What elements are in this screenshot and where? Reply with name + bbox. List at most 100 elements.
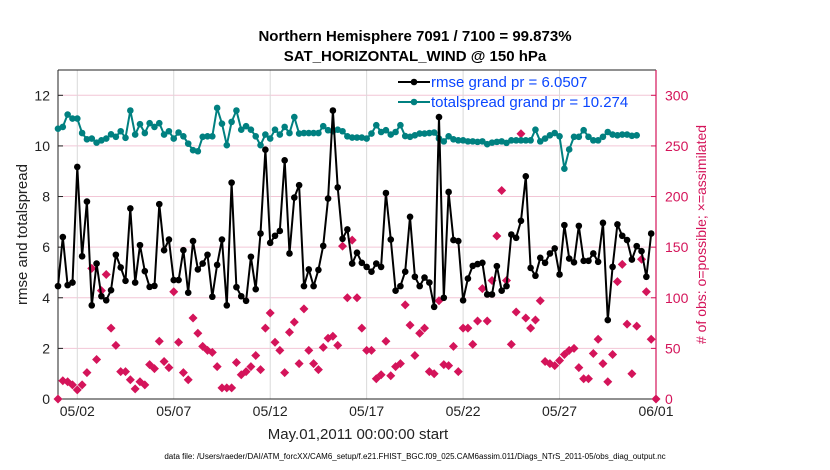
totalspread-point xyxy=(165,127,173,135)
obs-marker xyxy=(149,364,159,374)
x-tick-label: 06/01 xyxy=(638,403,673,419)
rmse-point xyxy=(498,287,505,294)
obs-marker xyxy=(362,345,372,355)
totalspread-point xyxy=(493,138,501,146)
obs-marker xyxy=(280,368,290,378)
rmse-point xyxy=(291,194,298,201)
totalspread-point xyxy=(628,132,636,140)
rmse-point xyxy=(252,285,260,293)
totalspread-point xyxy=(536,138,544,145)
obs-marker xyxy=(395,359,405,369)
obs-marker xyxy=(260,323,270,333)
rmse-point xyxy=(633,242,641,250)
right-y-tick-label: 100 xyxy=(665,290,689,306)
obs-marker xyxy=(429,369,439,379)
obs-marker xyxy=(410,350,420,360)
legend-marker-totalspread xyxy=(410,98,418,106)
rmse-point xyxy=(204,251,211,259)
obs-marker xyxy=(178,368,188,378)
rmse-point xyxy=(397,282,404,290)
rmse-point xyxy=(604,316,612,324)
rmse-point xyxy=(315,266,322,274)
obs-marker xyxy=(289,317,299,327)
obs-marker xyxy=(473,316,483,326)
totalspread-point xyxy=(112,133,120,141)
obs-marker xyxy=(588,348,598,358)
rmse-point xyxy=(551,245,559,252)
rmse-point xyxy=(421,274,428,281)
obs-marker xyxy=(617,259,627,269)
obs-marker xyxy=(603,377,613,387)
y-tick-label: 8 xyxy=(42,189,50,205)
obs-marker xyxy=(101,269,111,279)
rmse-point xyxy=(368,268,375,276)
rmse-point xyxy=(344,226,351,233)
rmse-point xyxy=(638,247,645,255)
obs-marker xyxy=(275,345,285,355)
x-axis-label: May.01,2011 00:00:00 start xyxy=(267,426,449,443)
totalspread-point xyxy=(184,140,192,147)
totalspread-point xyxy=(88,135,96,142)
rmse-point xyxy=(310,282,317,290)
rmse-point xyxy=(339,235,346,243)
obs-marker xyxy=(593,334,603,344)
totalspread-point xyxy=(117,127,124,135)
rmse-point xyxy=(464,275,472,282)
rmse-point xyxy=(266,239,274,247)
rmse-point xyxy=(372,260,380,267)
right-y-tick-label: 300 xyxy=(665,87,689,103)
rmse-point xyxy=(599,219,607,227)
totalspread-point xyxy=(464,138,472,145)
rmse-point xyxy=(102,297,110,304)
obs-marker xyxy=(67,380,77,390)
totalspread-point xyxy=(440,138,448,145)
rmse-point xyxy=(508,231,515,238)
rmse-point xyxy=(151,282,158,290)
totalspread-point xyxy=(397,121,404,129)
obs-marker xyxy=(405,320,415,330)
obs-marker xyxy=(453,367,463,377)
totalspread-point xyxy=(454,137,462,144)
rmse-point xyxy=(392,287,399,294)
obs-marker xyxy=(159,357,169,367)
obs-marker xyxy=(265,308,275,318)
totalspread-point xyxy=(257,141,264,149)
obs-marker xyxy=(569,343,579,353)
rmse-point xyxy=(527,264,534,272)
totalspread-point xyxy=(266,135,274,142)
rmse-point xyxy=(276,227,284,235)
rmse-point xyxy=(117,264,124,271)
totalspread-point xyxy=(392,128,399,136)
x-tick-label: 05/27 xyxy=(542,403,577,419)
obs-marker xyxy=(121,367,131,377)
totalspread-point xyxy=(618,131,626,138)
rmse-point xyxy=(618,232,626,240)
rmse-point xyxy=(382,189,390,197)
obs-marker xyxy=(583,374,593,384)
obs-marker xyxy=(313,365,323,375)
rmse-point xyxy=(435,113,443,121)
obs-marker xyxy=(497,185,507,195)
obs-marker xyxy=(125,375,135,385)
obs-marker xyxy=(217,383,227,393)
rmse-point xyxy=(647,230,655,237)
totalspread-point xyxy=(73,115,81,122)
obs-marker xyxy=(140,380,150,390)
y-tick-label: 4 xyxy=(42,290,50,306)
obs-marker xyxy=(92,355,102,365)
rmse-point xyxy=(512,234,520,242)
obs-marker xyxy=(82,368,92,378)
rmse-point xyxy=(180,246,187,254)
rmse-point xyxy=(213,261,221,269)
rmse-point xyxy=(218,236,226,243)
totalspread-point xyxy=(319,122,327,130)
totalspread-point xyxy=(223,141,231,149)
totalspread-point xyxy=(281,123,288,131)
chart-subtitle: SAT_HORIZONTAL_WIND @ 150 hPa xyxy=(283,48,547,65)
rmse-point xyxy=(98,292,105,300)
totalspread-point xyxy=(445,133,452,140)
rmse-point xyxy=(194,266,202,273)
y-tick-label: 10 xyxy=(34,138,50,154)
y-axis-label: rmse and totalspread xyxy=(14,164,31,305)
rmse-point xyxy=(536,254,544,262)
